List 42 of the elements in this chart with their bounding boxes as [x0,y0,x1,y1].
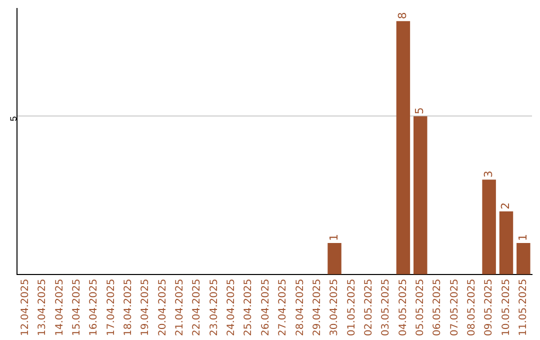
bar [396,21,410,274]
x-tick-label: 08.05.2025 [466,278,478,336]
bar [499,211,514,274]
x-tick-label: 20.04.2025 [157,278,168,336]
x-tick-label: 28.04.2025 [294,278,306,336]
x-tick-label: 27.04.2025 [278,278,289,336]
x-tick-label: 30.04.2025 [329,278,340,336]
data-label: 8 [396,12,410,20]
data-label: 1 [516,234,530,242]
x-tick-label: 25.04.2025 [243,278,254,336]
data-label: 5 [413,107,426,114]
x-tick-label: 29.04.2025 [312,278,323,336]
data-label: 3 [482,170,495,178]
x-tick-label: 02.05.2025 [363,278,374,336]
x-tick-label: 14.04.2025 [54,278,66,336]
x-tick-label: 05.05.2025 [414,278,426,336]
x-tick-label: 12.04.2025 [20,278,31,336]
x-tick-label: 06.05.2025 [432,278,444,336]
x-tick-label: 19.04.2025 [140,278,152,336]
x-tick-label: 23.04.2025 [208,278,220,336]
bar [414,116,428,274]
x-tick-label: 16.04.2025 [88,278,100,336]
x-tick-label: 01.05.2025 [346,278,358,336]
x-tick-label: 13.04.2025 [37,278,48,336]
x-tick-label: 07.05.2025 [449,278,460,336]
x-tick-label: 17.04.2025 [106,278,117,336]
x-tick-label: 10.05.2025 [500,278,512,336]
x-tick-label: 22.04.2025 [192,278,203,336]
x-tick-label: 18.04.2025 [123,278,134,336]
x-tick-label: 03.05.2025 [380,278,392,336]
x-tick-label: 26.04.2025 [260,278,272,336]
x-tick-label: 21.04.2025 [174,278,186,336]
bar [516,243,530,274]
data-label: 2 [499,202,512,210]
bar [482,180,496,274]
x-tick-label: 24.04.2025 [226,278,238,336]
x-tick-label: 15.04.2025 [72,278,82,336]
x-tick-label: 04.05.2025 [398,278,409,336]
x-tick-label: 09.05.2025 [484,278,495,336]
x-tick-label: 11.05.2025 [518,278,530,336]
bar [328,243,342,274]
data-label: 1 [327,234,340,242]
